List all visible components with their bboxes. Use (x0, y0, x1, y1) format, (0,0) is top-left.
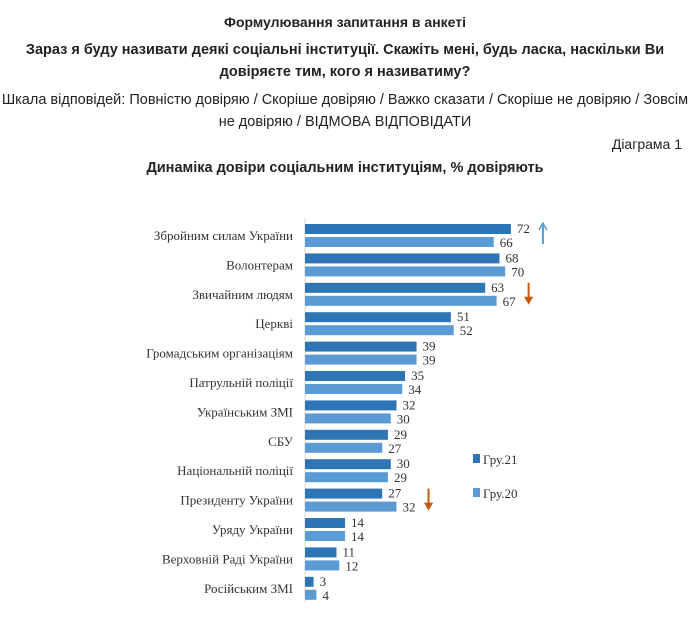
legend-swatch (473, 488, 480, 497)
bar (305, 354, 417, 365)
data-label: 63 (491, 280, 504, 295)
category-label: Патрульній поліції (189, 375, 293, 390)
bar (305, 576, 314, 587)
data-label: 27 (388, 486, 402, 501)
bar (305, 413, 391, 424)
bar (305, 429, 388, 440)
chart-title: Динаміка довіри соціальним інституціям, … (146, 160, 544, 176)
data-label: 67 (503, 294, 517, 309)
category-label: Національній поліції (177, 463, 293, 478)
data-label: 70 (511, 264, 524, 279)
arrow-head (424, 502, 433, 511)
data-label: 39 (423, 353, 436, 368)
data-label: 3 (320, 574, 327, 589)
bar (305, 253, 500, 264)
bar (305, 531, 346, 541)
question-text: Зараз я буду називати деякі соціальні ін… (25, 42, 665, 80)
legend-label: Гру.21 (483, 452, 517, 467)
bar (305, 384, 403, 394)
data-label: 14 (351, 515, 365, 530)
bar (305, 472, 388, 483)
data-label: 29 (394, 427, 407, 442)
data-label: 32 (403, 500, 416, 515)
bar (305, 341, 417, 352)
data-label: 12 (345, 558, 358, 573)
arrow-head (524, 296, 534, 305)
scale-text: Шкала відповідей: Повністю довіряю / Ско… (1, 92, 689, 130)
data-label: 51 (457, 309, 470, 324)
bar (305, 282, 486, 293)
bar (305, 518, 346, 528)
data-label: 52 (460, 323, 473, 338)
data-label: 29 (394, 470, 407, 485)
category-label: Звичайним людям (192, 287, 293, 302)
category-label: Верховній Раді України (162, 551, 293, 566)
diagram-label: Діаграма 1 (611, 136, 682, 152)
category-label: Українським ЗМІ (197, 404, 293, 419)
data-label: 72 (517, 221, 530, 236)
data-label: 32 (403, 397, 416, 412)
data-label: 30 (397, 456, 410, 471)
bar (305, 266, 506, 277)
category-label: Російським ЗМІ (204, 581, 293, 596)
bar (305, 501, 397, 512)
data-label: 66 (500, 235, 514, 250)
data-label: 30 (397, 411, 410, 426)
category-label: Громадським організаціям (146, 346, 293, 361)
legend-label: Гру.20 (483, 486, 517, 501)
legend-swatch (473, 454, 480, 463)
bar (305, 459, 391, 470)
bar (305, 442, 383, 453)
data-label: 68 (505, 250, 518, 265)
category-label: Президенту України (180, 493, 293, 508)
bar (305, 325, 454, 336)
bar (305, 295, 497, 306)
bar (305, 237, 494, 247)
bar (305, 547, 337, 558)
data-label: 35 (411, 368, 424, 383)
bar (305, 371, 406, 381)
arrow-head (538, 221, 548, 231)
bar (305, 488, 383, 499)
category-label: СБУ (268, 434, 294, 449)
data-label: 14 (351, 529, 365, 544)
data-label: 34 (408, 382, 422, 397)
data-label: 11 (342, 544, 355, 559)
data-label: 4 (322, 588, 329, 603)
category-label: Збройним силам України (154, 228, 293, 243)
bar (305, 400, 397, 411)
data-label: 27 (388, 441, 402, 456)
bar (305, 312, 451, 323)
category-label: Уряду України (212, 522, 293, 537)
section-title: Формулювання запитання в анкеті (224, 14, 466, 30)
category-label: Волонтерам (226, 257, 293, 272)
bar (305, 560, 340, 571)
data-label: 39 (423, 339, 436, 354)
bar (305, 589, 317, 600)
category-label: Церкві (255, 316, 293, 331)
bar (305, 224, 511, 234)
